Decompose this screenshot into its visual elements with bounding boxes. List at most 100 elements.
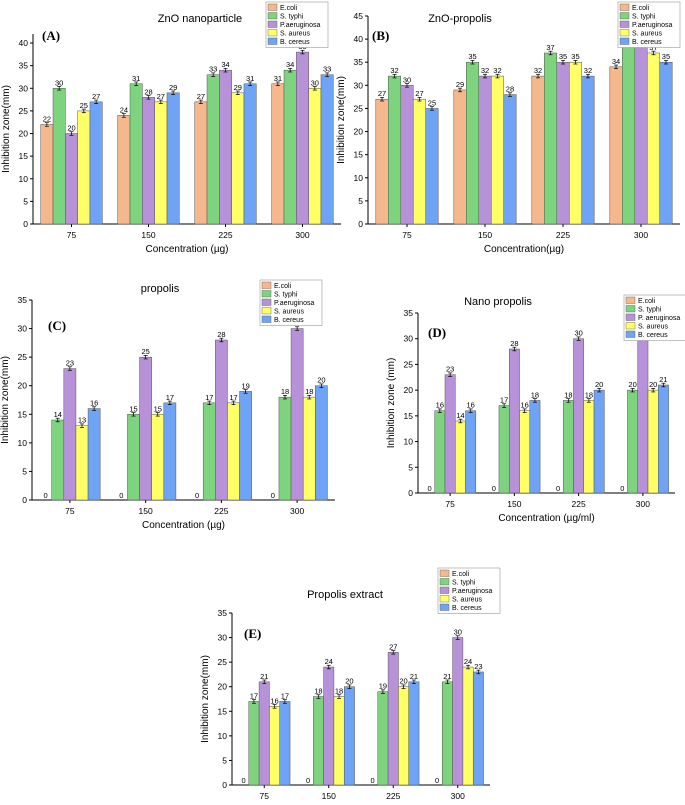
data-label: 31 — [132, 74, 140, 83]
y-tick-label: 35 — [18, 295, 28, 305]
data-label: 23 — [446, 365, 454, 374]
bar — [231, 92, 245, 225]
legend-entry: P.aeruginosa — [280, 22, 320, 29]
bar — [127, 414, 140, 501]
bar — [408, 681, 420, 786]
y-tick-label: 15 — [218, 706, 228, 716]
y-tick-label: 10 — [18, 438, 28, 448]
bar — [398, 686, 409, 786]
bar — [490, 75, 504, 225]
data-label: 20 — [399, 677, 407, 686]
bar — [462, 666, 474, 786]
chart-title: ZnO nanoparticle — [158, 13, 242, 25]
data-label: 33 — [323, 65, 331, 74]
data-label: 32 — [481, 66, 489, 75]
data-label: 27 — [378, 89, 386, 98]
legend-entry: E.coli — [274, 283, 292, 290]
y-tick-label: 5 — [358, 196, 363, 206]
x-tick-label: 300 — [451, 791, 465, 800]
data-label: 18 — [585, 390, 593, 399]
x-axis-label: Concentration(µg) — [484, 244, 564, 255]
bar — [239, 391, 252, 501]
bar — [573, 338, 585, 494]
legend-swatch — [261, 290, 272, 298]
chart-panel-3: 0 5 10 15 20 25 30 35 75 0 14 23 13 16 150 0 15 25 15 17 225… — [0, 279, 335, 531]
legend-entry: P. aeruginosa — [638, 315, 680, 322]
panel-tag: (A) — [42, 28, 60, 43]
y-tick-label: 0 — [222, 780, 227, 790]
data-label: 25 — [141, 347, 149, 356]
y-tick-label: 35 — [19, 61, 29, 71]
y-axis-label: Inhibition zone(mm) — [336, 76, 347, 164]
x-tick-label: 225 — [556, 230, 570, 240]
bar — [544, 52, 558, 225]
data-label: 20 — [649, 380, 657, 389]
bar — [279, 701, 291, 786]
data-label: 24 — [464, 657, 472, 666]
bar — [562, 400, 574, 494]
y-tick-label: 25 — [404, 359, 414, 369]
y-tick-label: 40 — [354, 34, 364, 44]
data-label: 18 — [564, 390, 572, 399]
bar — [400, 85, 414, 225]
y-tick-label: 5 — [222, 755, 227, 765]
legend-swatch — [619, 29, 630, 37]
y-tick-label: 5 — [23, 196, 28, 206]
data-label: 15 — [154, 404, 162, 413]
bar — [215, 339, 228, 501]
bar — [63, 368, 77, 501]
bar — [243, 83, 257, 225]
bar — [444, 374, 456, 494]
data-label: 20 — [317, 376, 325, 385]
y-tick-label: 10 — [19, 174, 29, 184]
data-label: 17 — [250, 691, 258, 700]
data-label: 20 — [595, 380, 603, 389]
x-tick-label: 225 — [218, 230, 232, 240]
legend-entry: S. aureus — [632, 31, 662, 38]
data-label: 17 — [166, 393, 174, 402]
bar — [478, 75, 492, 225]
bar — [142, 97, 155, 225]
data-label: 32 — [584, 66, 592, 75]
legend-entry: E.coli — [638, 298, 656, 305]
y-tick-label: 25 — [218, 657, 228, 667]
data-label: 0 — [556, 484, 560, 493]
data-label: 27 — [389, 642, 397, 651]
data-label: 13 — [78, 416, 86, 425]
data-label: 0 — [492, 484, 496, 493]
data-label: 29 — [456, 80, 464, 89]
data-label: 17 — [205, 393, 213, 402]
data-label: 32 — [534, 66, 542, 75]
bar — [166, 92, 180, 225]
bar — [308, 88, 322, 225]
y-tick-label: 20 — [18, 381, 28, 391]
bar — [139, 356, 152, 501]
data-label: 27 — [415, 89, 423, 98]
legend-entry: S. typhi — [452, 580, 476, 587]
y-tick-label: 35 — [354, 57, 364, 67]
bar — [658, 384, 669, 494]
data-label: 16 — [467, 401, 475, 410]
data-label: 18 — [281, 387, 289, 396]
x-tick-label: 75 — [65, 506, 75, 516]
data-label: 27 — [197, 92, 205, 101]
bar — [151, 414, 165, 501]
data-label: 18 — [305, 387, 313, 396]
bar — [556, 61, 570, 225]
legend-entry: S. typhi — [638, 307, 662, 314]
legend-swatch — [267, 3, 278, 11]
bar — [412, 98, 426, 225]
bar — [283, 69, 297, 225]
bar — [465, 410, 477, 494]
legend-swatch — [625, 322, 636, 330]
bar — [647, 389, 659, 494]
bar — [622, 38, 636, 225]
legend-entry: S. typhi — [632, 14, 656, 21]
data-label: 34 — [221, 60, 229, 69]
bar — [313, 696, 324, 786]
bar — [634, 38, 648, 225]
bar — [271, 83, 285, 225]
y-tick-label: 20 — [19, 129, 29, 139]
